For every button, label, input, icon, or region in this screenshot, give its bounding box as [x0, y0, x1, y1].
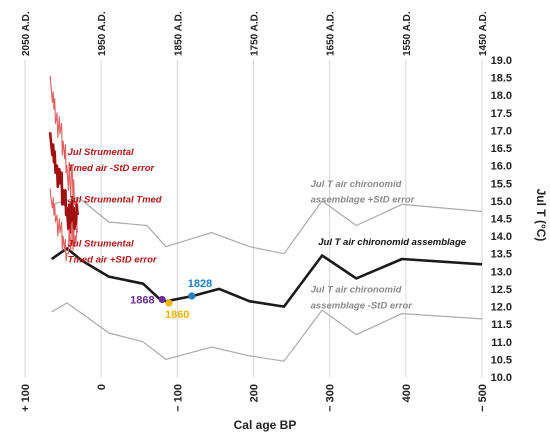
x-tick-label: 0 [96, 384, 108, 390]
x-tick-label: − 300 [325, 384, 337, 412]
series-line [48, 132, 79, 234]
top-tick-label: 1850 A.D. [173, 11, 184, 56]
y-tick-label: 17.5 [491, 108, 512, 120]
x-tick-label: − 100 [172, 384, 184, 412]
y-tick-label: 13.0 [491, 266, 512, 278]
grid-lines [24, 60, 483, 377]
top-tick-label: 1950 A.D. [97, 11, 108, 56]
y-tick-label: 18.0 [491, 90, 512, 102]
highlight-point-label: 1860 [165, 309, 189, 321]
y-tick-label: 18.5 [491, 73, 512, 85]
y-tick-label: 12.0 [491, 302, 512, 314]
annotation: assemblage +StD error [311, 195, 416, 206]
annotation: Jul Strumental [68, 239, 134, 250]
y-tick-label: 10.0 [491, 372, 512, 384]
x-tick-label: 200 [249, 384, 261, 402]
y-axis-ticks: 10.0 10.5 11.0 11.5 12.0 12.5 13.0 13.5 14.0 14.5… [491, 55, 512, 384]
annotation: Tmed air -StD error [68, 163, 156, 174]
y-tick-label: 10.5 [491, 354, 512, 366]
x-tick-label: − 500 [477, 384, 489, 412]
highlight-point [188, 292, 196, 300]
series-line [49, 75, 79, 213]
y-tick-label: 16.0 [491, 161, 512, 173]
annotation: Jul Strumental [68, 147, 134, 158]
highlight-point-label: 1828 [188, 278, 212, 290]
top-tick-label: 1450 A.D. [478, 11, 489, 56]
series-line [51, 196, 483, 255]
y-tick-label: 15.5 [491, 178, 512, 190]
y-tick-label: 19.0 [491, 55, 512, 67]
x-axis-ticks: + 100 0 − 100 200 − 300 400 − 500 [20, 384, 489, 412]
annotation: Tmed air +StD error [68, 255, 158, 266]
top-tick-label: 1650 A.D. [326, 11, 337, 56]
y-tick-label: 17.0 [491, 125, 512, 137]
series-line [49, 188, 79, 262]
annotation: Jul T air chironomid [311, 179, 402, 190]
y-tick-label: 11.0 [491, 337, 512, 349]
y-tick-label: 14.5 [491, 214, 512, 226]
y-tick-label: 14.0 [491, 231, 512, 243]
annotation: Jul Strumental Tmed [68, 195, 162, 206]
series-lines [48, 75, 483, 362]
top-tick-label: 1750 A.D. [250, 11, 261, 56]
y-tick-label: 15.0 [491, 196, 512, 208]
highlight-point [165, 299, 173, 307]
y-tick-label: 11.5 [491, 319, 512, 331]
top-tick-label: 1550 A.D. [402, 11, 413, 56]
annotation: assemblage -StD error [311, 300, 414, 311]
annotation: Jul T air chironomid [311, 284, 402, 295]
x-tick-label: 400 [401, 384, 413, 402]
y-tick-label: 16.5 [491, 143, 512, 155]
annotations: Jul Strumental Tmed air -StD error Jul Str… [68, 147, 467, 311]
x-axis-label: Cal age BP [234, 418, 297, 432]
annotation: Jul T air chironomid assemblage [318, 237, 467, 248]
top-axis-ticks: 2050 A.D. 1950 A.D. 1850 A.D. 1750 A.D. 1650… [21, 11, 489, 56]
series-line [51, 302, 483, 362]
highlight-points: 1868 1860 1828 [130, 278, 212, 321]
y-tick-label: 13.5 [491, 249, 512, 261]
y-axis-label: Jul T (°C) [534, 189, 548, 242]
highlight-point-label: 1868 [130, 295, 154, 307]
x-tick-label: + 100 [20, 384, 32, 412]
highlight-point [158, 295, 166, 304]
y-tick-label: 12.5 [491, 284, 512, 296]
top-tick-label: 2050 A.D. [21, 11, 32, 56]
